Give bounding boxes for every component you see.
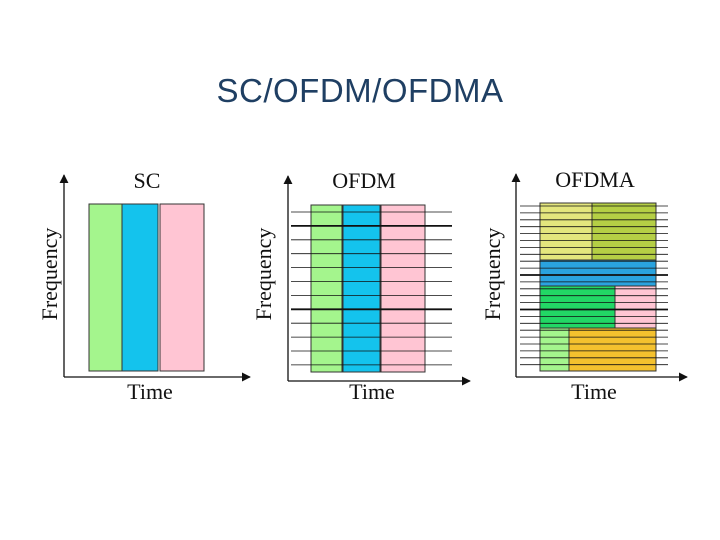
ofdm-pink-band <box>380 204 426 373</box>
ofdm-cyan-band <box>342 204 381 373</box>
ofdma-xlabel: Time <box>571 379 617 404</box>
ofdma-green-block <box>539 285 616 329</box>
ofdma-pink-block <box>614 285 657 329</box>
ofdma-olive-block <box>591 202 657 261</box>
ofdm-ylabel: Frequency <box>251 228 276 321</box>
ofdma-subcarrier-lines <box>520 205 668 366</box>
sc-xlabel: Time <box>127 379 173 404</box>
sc-green-band <box>88 203 123 372</box>
ofdm-title: OFDM <box>332 168 396 193</box>
ofdm-subcarrier-lines <box>291 211 452 366</box>
ofdm-xlabel: Time <box>349 379 395 404</box>
sc-pink-band <box>159 203 205 372</box>
slide-title: SC/OFDM/OFDMA <box>216 72 504 109</box>
ofdma-title: OFDMA <box>555 167 635 192</box>
ofdma-ylabel: Frequency <box>480 228 505 321</box>
ofdma-yellow-block <box>539 202 593 261</box>
ofdma-orange-block <box>568 327 657 372</box>
ofdma-diagram: OFDMA Time Frequency <box>480 167 688 404</box>
sc-cyan-band <box>121 203 159 372</box>
ofdm-green-band <box>310 204 343 373</box>
sc-diagram: SC Time Frequency <box>37 168 251 404</box>
sc-title: SC <box>134 168 161 193</box>
ofdma-lightgreen-block <box>539 327 570 372</box>
ofdm-diagram: OFDM Time Frequency <box>251 168 471 404</box>
sc-ylabel: Frequency <box>37 228 62 321</box>
